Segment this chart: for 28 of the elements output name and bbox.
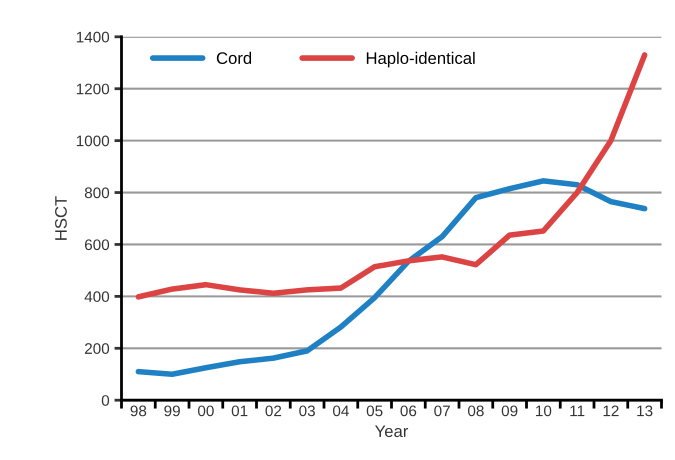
x-tick-label: 01: [232, 405, 248, 416]
y-tick-label: 1200: [76, 84, 110, 94]
y-tick-label: 200: [84, 343, 110, 354]
x-tick-label: 00: [198, 405, 214, 416]
y-tick-label: 800: [84, 187, 110, 198]
x-tick-label: 11: [570, 406, 584, 416]
x-tick-label: 05: [366, 405, 382, 416]
legend-label: Haplo-identical: [366, 52, 475, 68]
x-axis-title: Year: [375, 425, 408, 438]
x-tick-label: 13: [637, 405, 652, 416]
y-tick-label: 400: [84, 291, 110, 302]
x-tick-label: 99: [164, 405, 180, 416]
x-tick-label: 03: [299, 405, 315, 416]
x-tick-label: 08: [468, 405, 484, 416]
y-axis-title: HSCT: [55, 196, 67, 240]
x-tick-label: 06: [400, 405, 416, 416]
x-tick-label: 98: [130, 405, 146, 416]
x-tick-label: 12: [604, 405, 619, 416]
y-tick-label: 0: [102, 395, 110, 406]
y-tick-label: 600: [84, 239, 110, 250]
x-tick-label: 04: [332, 405, 349, 416]
x-tick-label: 09: [502, 405, 518, 416]
y-tick-label: 1000: [76, 135, 110, 146]
legend-label: Cord: [216, 52, 252, 64]
x-tick-label: 02: [265, 405, 282, 416]
x-tick-label: 10: [536, 405, 552, 416]
y-tick-label: 1400: [76, 32, 110, 42]
x-tick-label: 07: [434, 405, 450, 416]
